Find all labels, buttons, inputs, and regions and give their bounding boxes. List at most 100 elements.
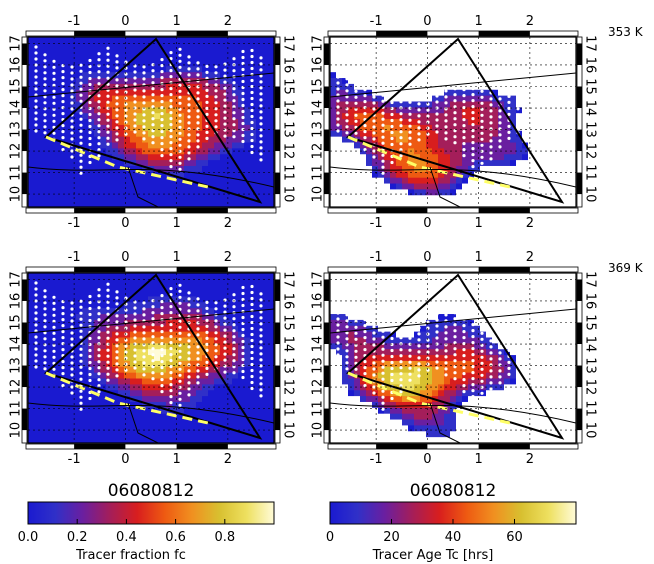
x-tick-label-bottom: 2 (526, 216, 534, 231)
y-tick-label-right: 14 (281, 336, 296, 353)
y-tick-label-right: 10 (281, 186, 296, 203)
y-tick-label-left: 12 (9, 143, 24, 160)
y-tick-label-right: 11 (281, 164, 296, 181)
x-tick-label-bottom: 0 (121, 452, 129, 467)
y-tick-label-left: 15 (9, 314, 24, 331)
colorbar-tracer-fraction: 06080812 0.0 0.2 0.4 0.6 0.8 Tracer fraction f… (18, 481, 275, 563)
bottom-border-bar (25, 443, 277, 450)
y-tick-label-left: 16 (9, 293, 24, 310)
y-tick-label-left: 13 (9, 357, 24, 374)
y-tick-label-right: 17 (583, 35, 598, 52)
y-tick-label-left: 11 (311, 400, 326, 417)
colorbar-tick-label: 0.2 (67, 530, 88, 545)
x-tick-label-bottom: 2 (224, 452, 232, 467)
level-label: 369 K (608, 261, 644, 275)
y-tick-label-right: 15 (583, 78, 598, 95)
y-tick-label-right: 13 (281, 121, 296, 138)
colorbar-tick-label: 60 (506, 530, 523, 545)
y-tick-label-right: 15 (281, 78, 296, 95)
x-tick-label-top: 1 (172, 250, 180, 265)
y-tick-label-left: 14 (311, 100, 326, 117)
x-tick-label-bottom: 2 (224, 216, 232, 231)
x-tick-label-top: 2 (224, 14, 232, 29)
y-tick-label-right: 16 (583, 293, 598, 310)
x-tick-label-top: 1 (474, 14, 482, 29)
y-tick-label-left: 16 (311, 57, 326, 74)
y-tick-label-right: 17 (281, 271, 296, 288)
y-tick-label-right: 12 (583, 143, 598, 160)
level-label: 353 K (608, 25, 644, 39)
gridlines (330, 273, 576, 443)
x-tick-label-top: 1 (172, 14, 180, 29)
field-shading (28, 273, 274, 443)
bottom-border-bar (327, 207, 579, 214)
y-tick-label-left: 15 (311, 78, 326, 95)
flight-track (330, 37, 576, 207)
y-tick-label-left: 17 (9, 35, 24, 52)
y-tick-label-left: 14 (9, 100, 24, 117)
colorbar-tick-label: 0 (326, 530, 334, 545)
y-tick-label-right: 14 (583, 336, 598, 353)
left-border-bar (323, 36, 330, 208)
left-border-bar (21, 36, 28, 208)
colorbar-tick-label: 20 (383, 530, 400, 545)
x-tick-label-bottom: 2 (526, 452, 534, 467)
observation-dots (34, 45, 263, 175)
colorbar-tick-label: 0.6 (165, 530, 186, 545)
x-tick-label-top: -1 (370, 250, 383, 265)
y-tick-label-left: 15 (9, 78, 24, 95)
panel-frame (27, 36, 275, 208)
x-tick-label-top: -1 (370, 14, 383, 29)
bottom-border-bar (25, 207, 277, 214)
y-tick-label-right: 13 (281, 357, 296, 374)
left-border-bar (21, 272, 28, 444)
y-tick-label-right: 10 (583, 422, 598, 439)
x-tick-label-bottom: 1 (474, 452, 482, 467)
colorbar-tick-label: 0.0 (18, 530, 39, 545)
y-tick-label-right: 11 (281, 400, 296, 417)
y-tick-label-right: 16 (583, 57, 598, 74)
y-tick-label-left: 15 (311, 314, 326, 331)
x-tick-label-top: 1 (474, 250, 482, 265)
right-border-bar (576, 272, 583, 444)
colorbar-title: Tracer fraction fc (75, 548, 186, 563)
field-shading (28, 37, 274, 207)
x-tick-label-bottom: -1 (370, 452, 383, 467)
colorbar-tick-label: 40 (445, 530, 462, 545)
y-tick-label-left: 12 (9, 379, 24, 396)
y-tick-label-left: 11 (311, 164, 326, 181)
y-tick-label-right: 17 (583, 271, 598, 288)
flight-track (28, 273, 274, 443)
x-tick-label-bottom: 0 (121, 216, 129, 231)
right-border-bar (274, 272, 281, 444)
y-tick-label-left: 10 (9, 186, 24, 203)
panel-frame (329, 36, 577, 208)
colorbar-title: Tracer Age Tc [hrs] (372, 548, 494, 563)
gridlines (28, 273, 274, 443)
y-tick-label-left: 17 (9, 271, 24, 288)
y-tick-label-left: 16 (311, 293, 326, 310)
y-tick-label-right: 11 (583, 400, 598, 417)
y-tick-label-right: 16 (281, 293, 296, 310)
x-tick-label-bottom: -1 (370, 216, 383, 231)
x-tick-label-top: 2 (526, 250, 534, 265)
y-tick-label-left: 14 (9, 336, 24, 353)
y-tick-label-left: 12 (311, 379, 326, 396)
x-tick-label-top: 0 (121, 14, 129, 29)
y-tick-label-left: 13 (311, 121, 326, 138)
y-tick-label-left: 14 (311, 336, 326, 353)
flight-track (330, 273, 576, 443)
y-tick-label-left: 10 (311, 422, 326, 439)
y-tick-label-right: 15 (583, 314, 598, 331)
right-border-bar (274, 36, 281, 208)
colorbar-date: 06080812 (410, 481, 497, 501)
y-tick-label-left: 10 (9, 422, 24, 439)
top-border-bar (25, 266, 277, 273)
y-tick-label-right: 10 (583, 186, 598, 203)
colorbar-tracer-age: 06080812 0 20 40 60 Tracer Age Tc [hrs] (326, 481, 577, 563)
y-tick-label-right: 17 (281, 35, 296, 52)
